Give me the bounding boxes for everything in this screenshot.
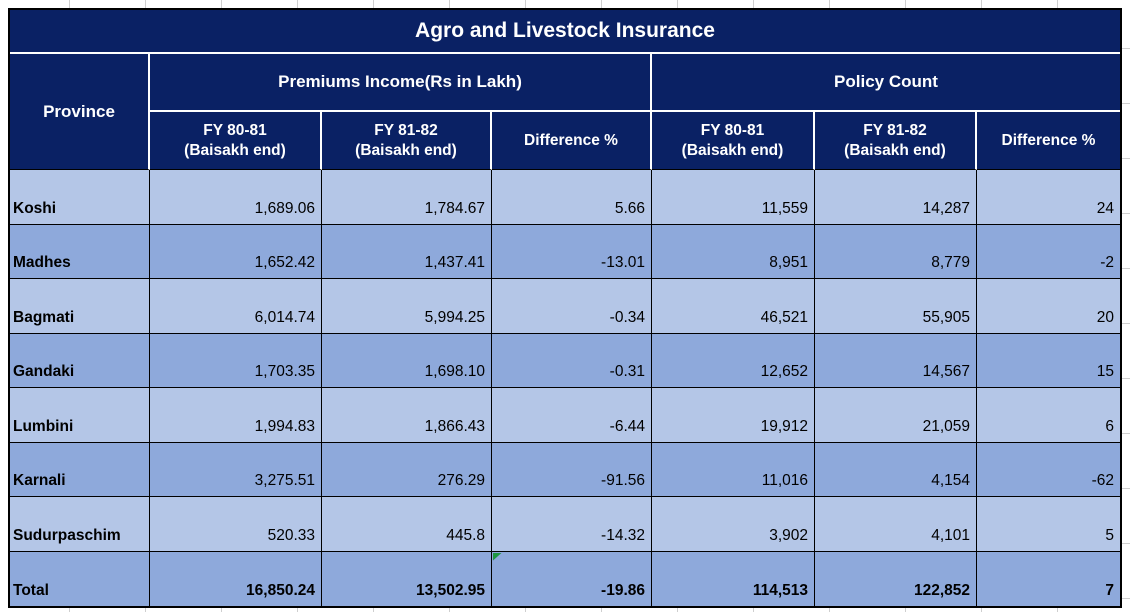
cell-premium-fy2[interactable]: 276.29 bbox=[322, 442, 492, 497]
header-policy-difference[interactable]: Difference % bbox=[977, 112, 1120, 170]
cell-policy-fy1[interactable]: 11,016 bbox=[652, 442, 815, 497]
cell-premium-fy2[interactable]: 445.8 bbox=[322, 497, 492, 552]
cell-premium-diff[interactable]: -91.56 bbox=[492, 442, 652, 497]
cell-policy-fy1[interactable]: 8,951 bbox=[652, 224, 815, 279]
cell-premium-fy1[interactable]: 1,652.42 bbox=[150, 224, 322, 279]
cell-policy-fy2-total[interactable]: 122,852 bbox=[815, 551, 977, 606]
header-line-1: FY 80-81 bbox=[203, 122, 267, 140]
cell-premium-diff[interactable]: -13.01 bbox=[492, 224, 652, 279]
header-line-2: (Baisakh end) bbox=[184, 141, 286, 159]
cell-premium-diff[interactable]: -14.32 bbox=[492, 497, 652, 552]
cell-policy-diff[interactable]: -62 bbox=[977, 442, 1120, 497]
cell-policy-fy2[interactable]: 14,287 bbox=[815, 170, 977, 225]
cell-province[interactable]: Madhes bbox=[10, 224, 150, 279]
header-line-1: Difference % bbox=[524, 131, 618, 149]
header-policy-fy81-82[interactable]: FY 81-82 (Baisakh end) bbox=[815, 112, 977, 170]
cell-premium-fy1[interactable]: 520.33 bbox=[150, 497, 322, 552]
cell-policy-diff[interactable]: 5 bbox=[977, 497, 1120, 552]
header-policy-group[interactable]: Policy Count bbox=[652, 54, 1120, 112]
cell-policy-fy2[interactable]: 8,779 bbox=[815, 224, 977, 279]
header-line-2: (Baisakh end) bbox=[681, 141, 784, 159]
header-line-2: (Baisakh end) bbox=[355, 141, 457, 159]
header-line-1: FY 80-81 bbox=[700, 122, 765, 140]
cell-policy-fy2[interactable]: 55,905 bbox=[815, 279, 977, 334]
cell-policy-fy1[interactable]: 11,559 bbox=[652, 170, 815, 225]
cell-province[interactable]: Gandaki bbox=[10, 333, 150, 388]
header-policy-fy80-81[interactable]: FY 80-81 (Baisakh end) bbox=[652, 112, 815, 170]
table-title: Agro and Livestock Insurance bbox=[10, 10, 1120, 54]
cell-premium-fy1[interactable]: 1,994.83 bbox=[150, 388, 322, 443]
cell-premium-fy2[interactable]: 1,698.10 bbox=[322, 333, 492, 388]
cell-premium-fy1[interactable]: 1,689.06 bbox=[150, 170, 322, 225]
cell-premium-diff[interactable]: 5.66 bbox=[492, 170, 652, 225]
cell-premium-fy1[interactable]: 6,014.74 bbox=[150, 279, 322, 334]
cell-province[interactable]: Karnali bbox=[10, 442, 150, 497]
error-indicator-triangle-icon bbox=[493, 552, 502, 561]
header-premium-fy80-81[interactable]: FY 80-81 (Baisakh end) bbox=[150, 112, 322, 170]
cell-premium-diff[interactable]: -6.44 bbox=[492, 388, 652, 443]
cell-premium-diff[interactable]: -0.31 bbox=[492, 333, 652, 388]
cell-policy-fy2[interactable]: 14,567 bbox=[815, 333, 977, 388]
cell-policy-diff-total[interactable]: 7 bbox=[977, 551, 1120, 606]
cell-policy-fy2[interactable]: 4,101 bbox=[815, 497, 977, 552]
sheet-gridlines-bottom bbox=[0, 608, 1130, 612]
cell-value: -19.86 bbox=[601, 582, 645, 599]
header-line-1: Difference % bbox=[1001, 131, 1096, 149]
cell-premium-fy1-total[interactable]: 16,850.24 bbox=[150, 551, 322, 606]
cell-policy-diff[interactable]: 24 bbox=[977, 170, 1120, 225]
insurance-table: Agro and Livestock Insurance Province Pr… bbox=[8, 8, 1122, 608]
cell-premium-fy2[interactable]: 1,437.41 bbox=[322, 224, 492, 279]
cell-policy-diff[interactable]: 20 bbox=[977, 279, 1120, 334]
cell-province[interactable]: Sudurpaschim bbox=[10, 497, 150, 552]
cell-policy-fy1[interactable]: 19,912 bbox=[652, 388, 815, 443]
cell-premium-fy2[interactable]: 1,866.43 bbox=[322, 388, 492, 443]
cell-premium-diff[interactable]: -0.34 bbox=[492, 279, 652, 334]
cell-premium-fy1[interactable]: 1,703.35 bbox=[150, 333, 322, 388]
header-premium-fy81-82[interactable]: FY 81-82 (Baisakh end) bbox=[322, 112, 492, 170]
cell-premium-fy2-total[interactable]: 13,502.95 bbox=[322, 551, 492, 606]
cell-premium-fy1[interactable]: 3,275.51 bbox=[150, 442, 322, 497]
sheet-gridlines-right bbox=[1122, 0, 1130, 612]
header-premiums-group[interactable]: Premiums Income(Rs in Lakh) bbox=[150, 54, 652, 112]
cell-policy-fy1[interactable]: 46,521 bbox=[652, 279, 815, 334]
header-premium-difference[interactable]: Difference % bbox=[492, 112, 652, 170]
header-line-2: (Baisakh end) bbox=[844, 141, 946, 159]
cell-premium-fy2[interactable]: 5,994.25 bbox=[322, 279, 492, 334]
cell-policy-fy2[interactable]: 4,154 bbox=[815, 442, 977, 497]
cell-policy-fy2[interactable]: 21,059 bbox=[815, 388, 977, 443]
cell-premium-fy2[interactable]: 1,784.67 bbox=[322, 170, 492, 225]
cell-province[interactable]: Bagmati bbox=[10, 279, 150, 334]
cell-policy-fy1[interactable]: 3,902 bbox=[652, 497, 815, 552]
cell-policy-fy1[interactable]: 12,652 bbox=[652, 333, 815, 388]
cell-premium-diff-total[interactable]: -19.86 bbox=[492, 551, 652, 606]
header-line-1: FY 81-82 bbox=[863, 122, 927, 140]
sheet-gridlines-top bbox=[0, 0, 1130, 8]
cell-policy-diff[interactable]: -2 bbox=[977, 224, 1120, 279]
cell-policy-fy1-total[interactable]: 114,513 bbox=[652, 551, 815, 606]
cell-province[interactable]: Lumbini bbox=[10, 388, 150, 443]
header-province[interactable]: Province bbox=[10, 54, 150, 170]
cell-policy-diff[interactable]: 15 bbox=[977, 333, 1120, 388]
cell-province-total[interactable]: Total bbox=[10, 551, 150, 606]
header-line-1: FY 81-82 bbox=[374, 122, 438, 140]
cell-province[interactable]: Koshi bbox=[10, 170, 150, 225]
cell-policy-diff[interactable]: 6 bbox=[977, 388, 1120, 443]
